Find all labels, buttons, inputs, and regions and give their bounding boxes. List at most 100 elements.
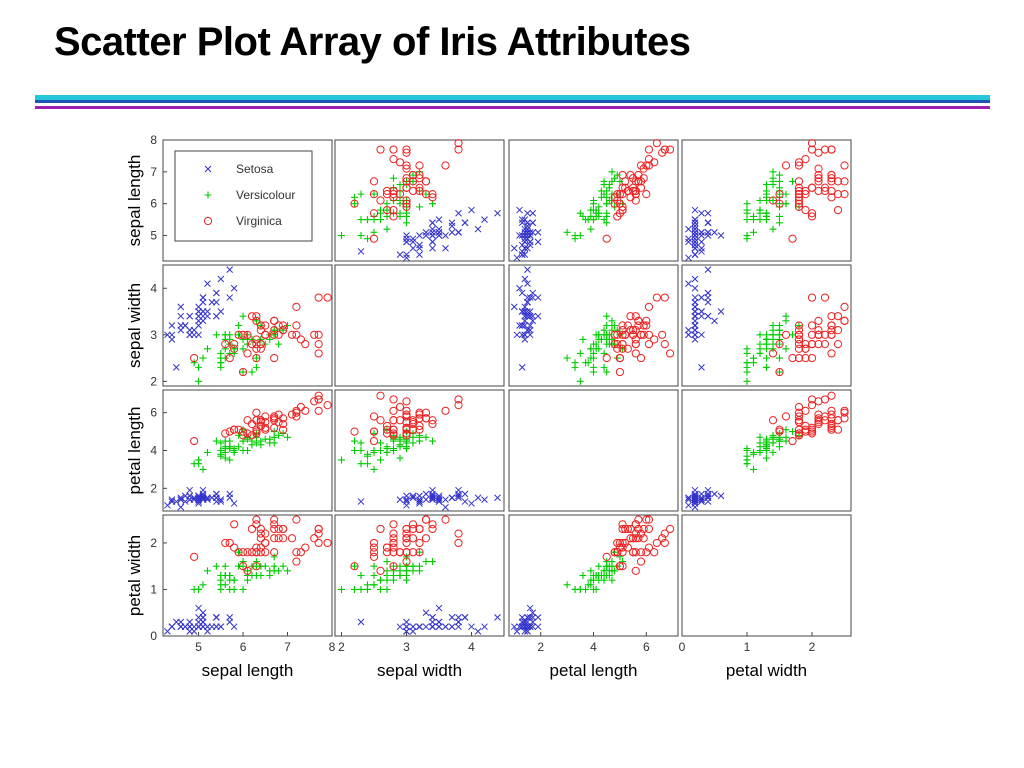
virginica-point: [389, 406, 398, 415]
setosa-point: [521, 331, 529, 339]
virginica-point: [402, 145, 411, 154]
versicolour-point: [199, 354, 207, 362]
virginica-point: [636, 353, 646, 363]
versicolour-point: [403, 219, 410, 227]
setosa-point: [429, 494, 436, 502]
virginica-point: [389, 212, 398, 221]
virginica-point: [234, 548, 243, 557]
setosa-point: [704, 294, 712, 301]
setosa-point: [429, 219, 436, 227]
x-tick-label: 1: [744, 640, 751, 654]
virginica-point: [615, 562, 625, 571]
setosa-point: [186, 618, 194, 626]
versicolour-point: [248, 441, 256, 449]
setosa-point: [429, 496, 436, 504]
setosa-point: [521, 244, 529, 252]
virginica-point: [827, 174, 836, 183]
virginica-point: [270, 548, 279, 557]
virginica-point: [618, 340, 627, 349]
setosa-point: [448, 219, 456, 227]
setosa-point: [698, 496, 705, 504]
virginica-point: [801, 205, 810, 215]
setosa-point: [442, 496, 449, 504]
virginica-point: [389, 205, 398, 215]
versicolour-point: [750, 354, 757, 362]
virginica-point: [402, 177, 411, 186]
virginica-point: [827, 391, 836, 400]
virginica-point: [256, 529, 265, 538]
virginica-point: [794, 412, 804, 421]
versicolour-point: [595, 562, 603, 570]
versicolour-point: [364, 216, 371, 224]
virginica-point: [827, 419, 836, 429]
versicolour-point: [576, 349, 584, 357]
virginica-point: [615, 543, 625, 552]
virginica-point: [840, 177, 849, 186]
virginica-point: [247, 312, 257, 321]
virginica-point: [794, 326, 804, 335]
virginica-point: [415, 170, 424, 180]
virginica-point: [314, 340, 323, 349]
versicolour-point: [769, 181, 777, 189]
virginica-point: [814, 330, 823, 339]
x-axis-label-sepal-length: sepal length: [202, 661, 294, 680]
setosa-point: [691, 486, 699, 494]
virginica-point: [814, 148, 823, 157]
virginica-point: [615, 353, 625, 363]
setosa-point: [685, 280, 692, 287]
setosa-point: [422, 623, 430, 631]
setosa-point: [691, 241, 699, 249]
versicolour-point: [603, 322, 611, 329]
virginica-point: [623, 524, 632, 534]
versicolour-point: [743, 216, 751, 224]
setosa-point: [177, 503, 185, 511]
setosa-point: [435, 618, 443, 626]
virginica-point: [610, 330, 619, 339]
virginica-point: [408, 186, 418, 196]
setosa-point: [516, 232, 523, 239]
versicolour-point: [595, 345, 603, 353]
versicolour-point: [203, 345, 211, 353]
virginica-point: [642, 321, 651, 330]
setosa-point: [230, 500, 238, 507]
setosa-point: [403, 232, 410, 239]
virginica-point: [441, 515, 450, 524]
setosa-point: [698, 331, 705, 339]
versicolour-point: [782, 312, 790, 320]
virginica-point: [833, 205, 843, 215]
versicolour-point: [244, 576, 251, 584]
versicolour-point: [590, 368, 597, 376]
versicolour-point: [217, 349, 225, 357]
virginica-point: [402, 397, 411, 406]
versicolour-point: [235, 331, 243, 339]
virginica-point: [454, 538, 463, 548]
virginica-point: [369, 209, 379, 218]
setosa-point: [534, 623, 542, 631]
virginica-point: [296, 548, 305, 557]
virginica-point: [814, 416, 823, 425]
y-tick-label: 2: [150, 374, 157, 388]
y-tick-label: 1: [150, 582, 157, 596]
versicolour-point: [284, 433, 292, 441]
setosa-point: [474, 225, 482, 233]
versicolour-point: [257, 322, 265, 329]
virginica-point: [270, 515, 279, 524]
virginica-point: [660, 538, 669, 548]
versicolour-point: [370, 562, 378, 570]
setosa-point: [698, 498, 705, 505]
versicolour-point: [571, 585, 579, 593]
virginica-point: [631, 340, 640, 349]
versicolour-point: [579, 335, 587, 343]
virginica-point: [827, 321, 836, 330]
virginica-point: [278, 321, 288, 330]
virginica-point: [613, 330, 622, 339]
virginica-point: [658, 534, 667, 543]
versicolour-point: [212, 562, 220, 570]
virginica-point: [389, 548, 398, 557]
versicolour-point: [383, 585, 391, 593]
setosa-point: [704, 492, 712, 500]
virginica-point: [639, 330, 648, 339]
y-axis-label-petal-length: petal length: [125, 407, 144, 495]
versicolour-point: [239, 585, 247, 593]
virginica-point: [610, 548, 619, 557]
